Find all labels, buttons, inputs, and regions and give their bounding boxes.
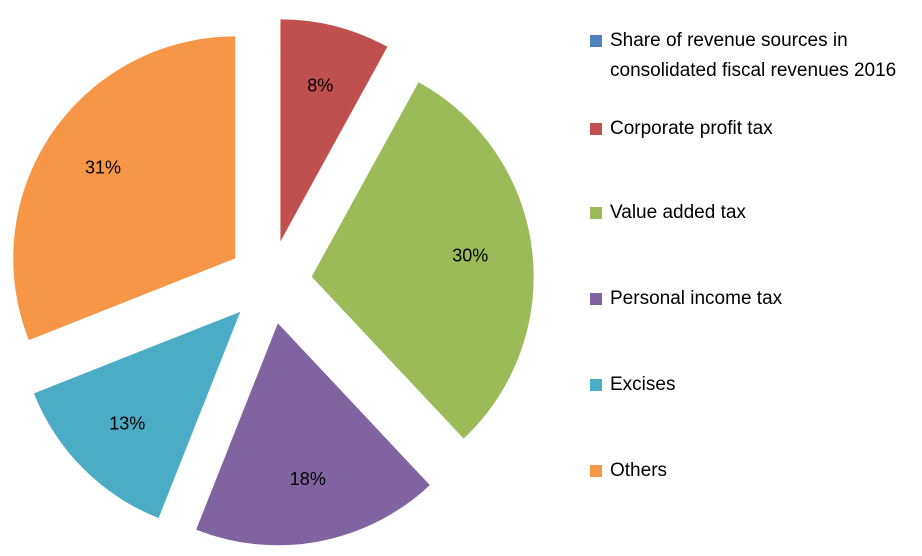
- legend-label: Excises: [610, 374, 676, 395]
- pie-slice: [33, 311, 241, 519]
- legend-label: Value added tax: [610, 202, 746, 223]
- legend-swatch: [590, 123, 602, 135]
- legend-item: Share of revenue sources in consolidated…: [590, 26, 910, 86]
- pie-area: 8% 30% 18% 13% 31%: [13, 19, 534, 546]
- data-label: 18%: [290, 469, 326, 489]
- legend-swatch: [590, 35, 602, 47]
- legend-label: Share of revenue sources in consolidated…: [610, 30, 897, 81]
- data-label: 13%: [109, 413, 145, 433]
- legend-item: Value added tax: [590, 198, 910, 228]
- pie-slice: [280, 19, 388, 242]
- data-label: 30%: [452, 245, 488, 265]
- legend-label: Others: [610, 460, 668, 481]
- legend-label: Personal income tax: [610, 288, 783, 309]
- data-label: 31%: [85, 157, 121, 177]
- legend-item: Others: [590, 456, 910, 486]
- legend-swatch: [590, 293, 602, 305]
- legend-swatch: [590, 207, 602, 219]
- legend-label: Corporate profit tax: [610, 118, 773, 139]
- legend-swatch: [590, 379, 602, 391]
- legend-item: Excises: [590, 370, 910, 400]
- legend-item: Corporate profit tax: [590, 114, 910, 144]
- data-label: 8%: [307, 75, 333, 95]
- pie-slice: [13, 36, 236, 341]
- legend-item: Personal income tax: [590, 284, 910, 314]
- pie-slice: [196, 323, 430, 546]
- pie-slice: [311, 82, 534, 439]
- legend-swatch: [590, 465, 602, 477]
